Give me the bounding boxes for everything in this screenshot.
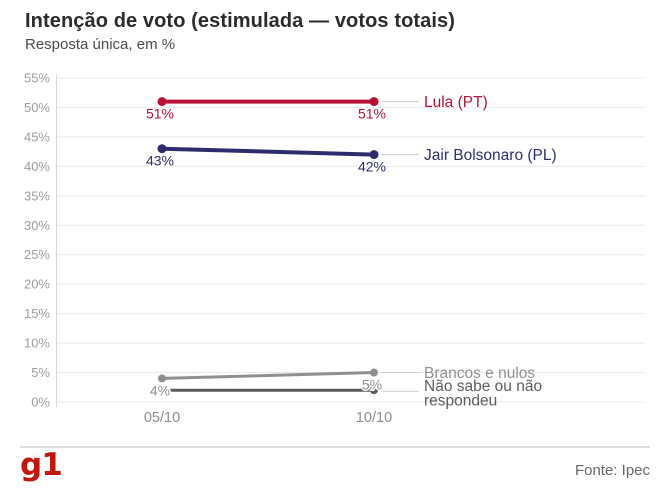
y-tick-label: 15% bbox=[24, 306, 50, 321]
data-point bbox=[370, 368, 378, 377]
y-tick-label: 5% bbox=[31, 365, 50, 380]
footer-divider bbox=[20, 446, 650, 448]
series-label: Jair Bolsonaro (PL) bbox=[424, 147, 557, 164]
data-point bbox=[369, 150, 379, 160]
point-value-label: 43% bbox=[146, 153, 174, 169]
point-value-label: 42% bbox=[358, 159, 386, 175]
data-point bbox=[158, 374, 166, 383]
y-tick-label: 40% bbox=[24, 159, 50, 174]
point-value-label: 51% bbox=[146, 106, 174, 122]
point-value-label: 5% bbox=[362, 377, 382, 393]
data-point bbox=[158, 386, 166, 395]
y-tick-label: 50% bbox=[24, 100, 50, 115]
x-axis-label: 10/10 bbox=[356, 410, 392, 426]
series-label: Brancos e nulos bbox=[424, 365, 535, 382]
point-value-label: 4% bbox=[150, 382, 170, 398]
page-subtitle: Resposta única, em % bbox=[25, 36, 176, 53]
x-axis-label: 05/10 bbox=[144, 410, 180, 426]
series-line bbox=[160, 371, 376, 380]
series-label: Lula (PT) bbox=[424, 94, 488, 111]
data-point bbox=[369, 97, 379, 107]
page-title: Intenção de voto (estimulada — votos tot… bbox=[25, 10, 456, 32]
g1-logo: g1 bbox=[20, 447, 63, 483]
y-tick-label: 35% bbox=[24, 188, 50, 203]
y-tick-label: 30% bbox=[24, 218, 50, 233]
data-point bbox=[157, 97, 167, 107]
series-label: respondeu bbox=[424, 393, 497, 410]
data-point bbox=[157, 144, 167, 154]
y-tick-label: 10% bbox=[24, 336, 50, 351]
series-line bbox=[160, 146, 376, 157]
y-tick-label: 25% bbox=[24, 247, 50, 262]
series-label: Não sabe ou não bbox=[424, 378, 542, 395]
vote-intention-chart: 0% 5% 10% 15% 20% 25% 30% 35% 40% 45% 50% 55% 05/10 1… bbox=[24, 71, 645, 426]
point-value-label: 51% bbox=[358, 106, 386, 122]
y-tick-label: 55% bbox=[24, 71, 50, 86]
source-credit: Fonte: Ipec bbox=[574, 462, 650, 479]
data-point bbox=[370, 386, 378, 395]
y-tick-label: 45% bbox=[24, 129, 50, 144]
y-tick-label: 0% bbox=[31, 395, 50, 410]
y-tick-label: 20% bbox=[24, 277, 50, 292]
